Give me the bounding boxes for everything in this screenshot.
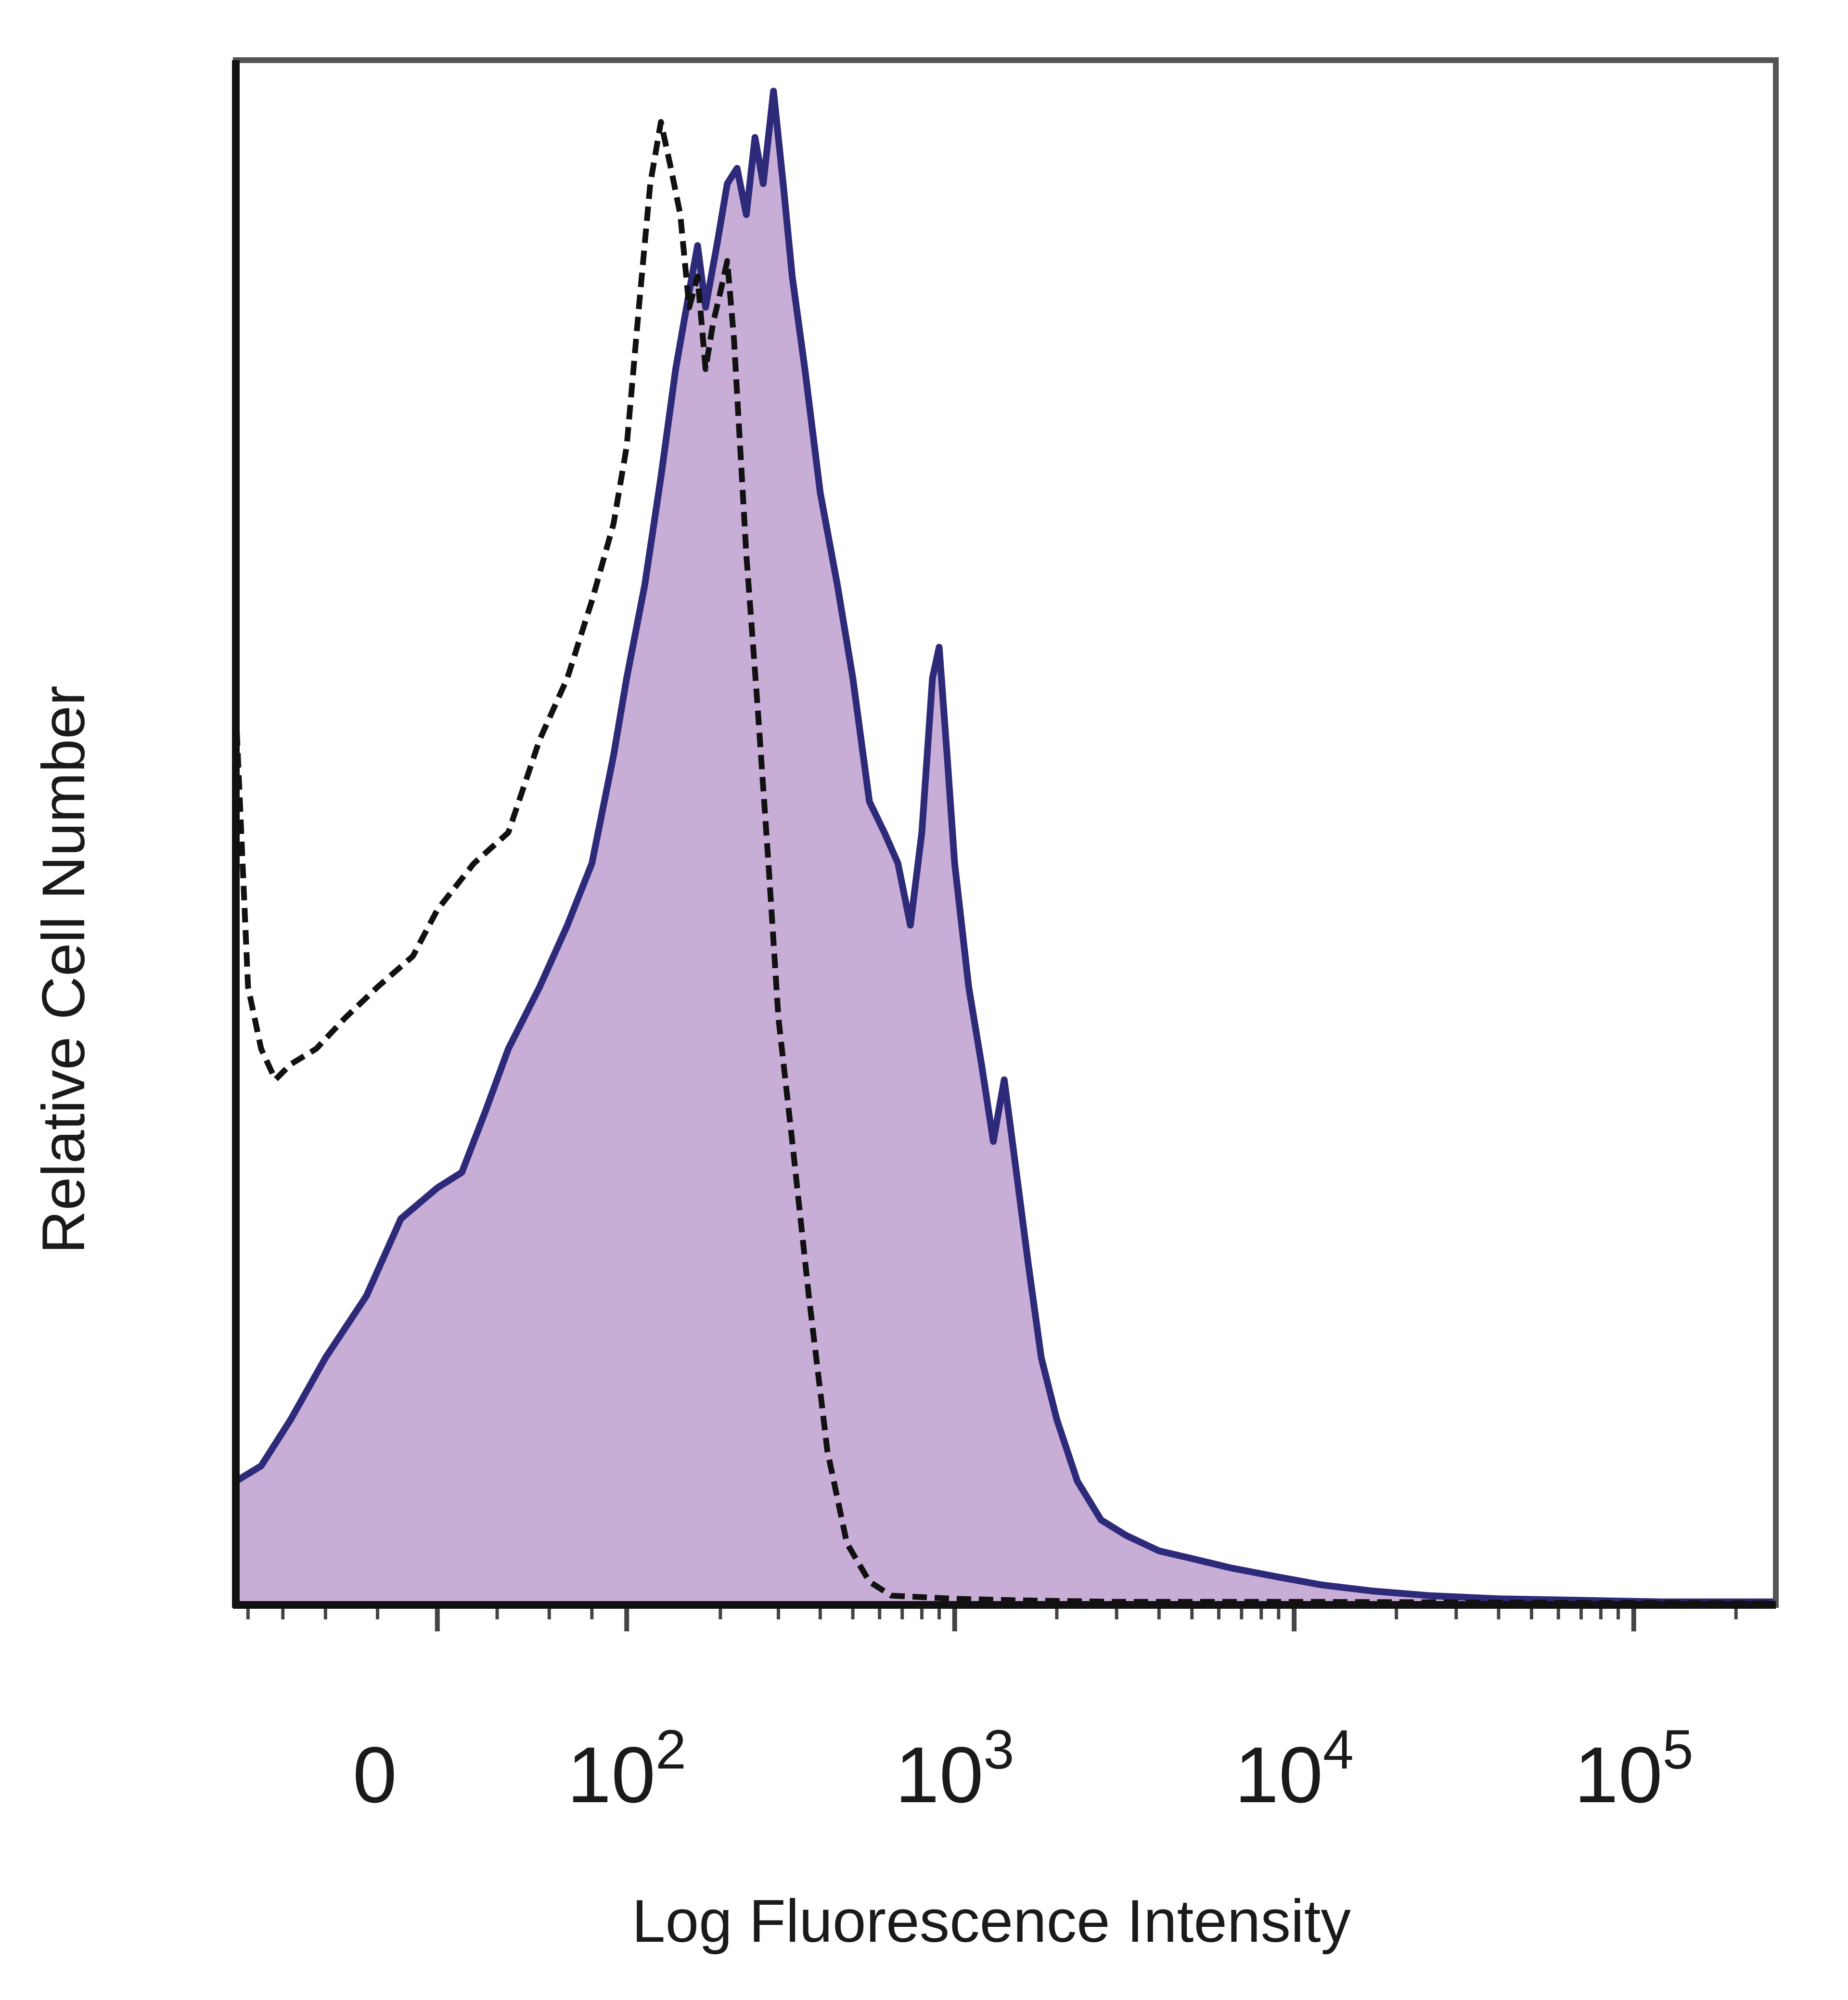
stained-histogram-outline (234, 88, 1776, 1605)
x-axis-title: Log Fluorescence Intensity (632, 1888, 1351, 1955)
x-axis-tick-labels: 0 102 103 104 105 (353, 1719, 1694, 1819)
isotype-control-histogram (233, 119, 1776, 1606)
x-tick-label: 0 (353, 1731, 397, 1819)
x-tick-label: 104 (1234, 1719, 1354, 1819)
x-tick-label: 102 (567, 1719, 686, 1819)
x-tick-label: 105 (1574, 1719, 1694, 1819)
stained-histogram-fill (236, 91, 1776, 1605)
y-axis-title: Relative Cell Number (30, 686, 97, 1254)
x-tick-label: 103 (895, 1719, 1014, 1819)
plot-area (233, 88, 1776, 1606)
x-axis-ticks (246, 1609, 1738, 1631)
